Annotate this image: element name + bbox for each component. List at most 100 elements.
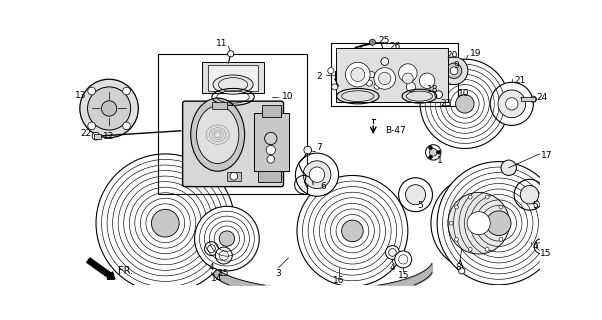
Circle shape: [101, 101, 117, 116]
Text: 4: 4: [209, 263, 214, 272]
Circle shape: [366, 80, 373, 86]
Circle shape: [468, 195, 472, 199]
Polygon shape: [363, 63, 391, 96]
Circle shape: [374, 83, 380, 89]
Circle shape: [377, 74, 383, 80]
Text: 15: 15: [397, 271, 409, 280]
Circle shape: [468, 247, 472, 251]
Text: FR.: FR.: [117, 266, 132, 276]
Circle shape: [403, 73, 413, 84]
Text: 20: 20: [447, 51, 458, 60]
Circle shape: [455, 237, 458, 241]
Circle shape: [420, 59, 509, 148]
Polygon shape: [358, 55, 396, 100]
Text: 10: 10: [458, 89, 470, 98]
Text: 22: 22: [81, 129, 92, 138]
Circle shape: [342, 220, 363, 242]
Text: 5: 5: [532, 201, 538, 210]
Circle shape: [194, 206, 259, 271]
Text: 4: 4: [533, 242, 538, 251]
Circle shape: [123, 122, 131, 130]
FancyArrow shape: [87, 258, 115, 279]
Text: 5: 5: [417, 201, 423, 210]
Circle shape: [506, 98, 518, 110]
Circle shape: [431, 175, 526, 271]
Circle shape: [379, 72, 391, 84]
Circle shape: [440, 57, 468, 84]
Circle shape: [446, 63, 462, 78]
Bar: [521, 97, 535, 101]
Circle shape: [381, 58, 389, 65]
Text: 10: 10: [282, 92, 294, 101]
Circle shape: [456, 95, 474, 113]
Bar: [337, 48, 448, 101]
Text: 2: 2: [316, 72, 321, 81]
Circle shape: [385, 245, 399, 260]
Circle shape: [485, 247, 489, 251]
Circle shape: [87, 87, 131, 130]
Circle shape: [395, 251, 412, 268]
Bar: [94, 134, 101, 139]
Text: 18: 18: [427, 85, 439, 94]
Text: 13: 13: [75, 91, 86, 100]
Text: 17: 17: [541, 151, 553, 160]
Text: 15: 15: [539, 250, 551, 259]
Bar: [211, 101, 227, 109]
Bar: [258, 171, 281, 182]
Text: 24: 24: [536, 93, 548, 102]
Circle shape: [426, 145, 441, 160]
Circle shape: [499, 205, 503, 209]
Bar: [261, 105, 281, 117]
Text: 14: 14: [211, 274, 223, 283]
Bar: [202, 62, 264, 93]
Circle shape: [374, 68, 396, 89]
Circle shape: [88, 87, 96, 95]
Ellipse shape: [191, 98, 244, 171]
Circle shape: [266, 145, 275, 155]
Text: 11: 11: [216, 39, 228, 48]
Circle shape: [448, 192, 509, 254]
Circle shape: [499, 237, 503, 241]
Circle shape: [368, 71, 374, 78]
Circle shape: [219, 231, 235, 246]
Bar: [254, 113, 288, 171]
Text: 9: 9: [453, 61, 459, 70]
Circle shape: [485, 195, 489, 199]
Circle shape: [96, 154, 235, 292]
Text: 26: 26: [389, 42, 401, 51]
Circle shape: [152, 209, 179, 237]
Circle shape: [296, 153, 338, 196]
Circle shape: [297, 175, 408, 286]
Circle shape: [205, 242, 219, 256]
Circle shape: [304, 146, 312, 154]
Circle shape: [327, 68, 334, 74]
Circle shape: [455, 205, 458, 209]
Circle shape: [346, 62, 370, 87]
Text: 8: 8: [456, 263, 462, 272]
Circle shape: [399, 64, 417, 82]
Text: 19: 19: [470, 49, 481, 58]
Circle shape: [92, 132, 100, 140]
Bar: [331, 43, 458, 106]
Circle shape: [490, 82, 533, 125]
Circle shape: [504, 221, 508, 225]
Circle shape: [514, 179, 545, 210]
Text: 6: 6: [320, 182, 326, 191]
Circle shape: [309, 167, 324, 182]
Text: 16: 16: [333, 276, 344, 285]
Circle shape: [435, 91, 442, 99]
Bar: [158, 54, 307, 194]
Bar: [208, 65, 258, 91]
Circle shape: [230, 172, 238, 180]
Text: 4: 4: [389, 263, 396, 272]
Circle shape: [459, 268, 465, 274]
Circle shape: [450, 67, 458, 75]
Text: 21: 21: [514, 76, 526, 85]
Circle shape: [228, 51, 234, 57]
Text: 3: 3: [276, 269, 281, 278]
Circle shape: [406, 185, 426, 205]
Circle shape: [370, 39, 376, 45]
Text: 7: 7: [316, 143, 322, 152]
Circle shape: [216, 247, 232, 264]
Text: B-47: B-47: [385, 126, 406, 135]
